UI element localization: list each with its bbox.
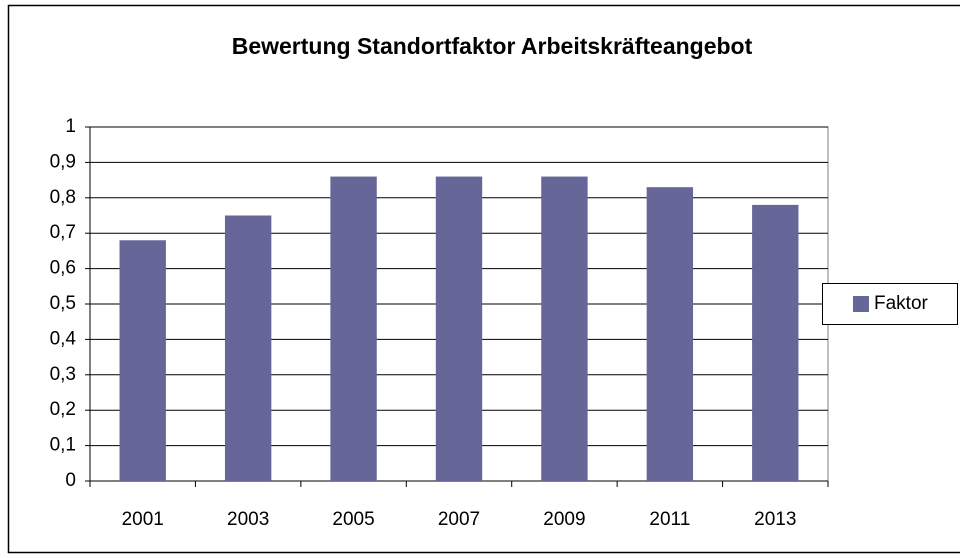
y-tick-label: 0,7	[50, 222, 76, 243]
legend-swatch	[853, 296, 869, 312]
x-tick-label: 2013	[754, 509, 796, 530]
bar	[330, 176, 377, 481]
x-tick-label: 2007	[438, 509, 480, 530]
x-tick-label: 2009	[543, 509, 585, 530]
y-tick-label: 0,9	[50, 151, 76, 172]
y-tick-label: 0,6	[50, 258, 76, 279]
x-tick-label: 2005	[332, 509, 374, 530]
bar	[541, 176, 588, 481]
y-tick-label: 0,2	[50, 399, 76, 420]
y-tick-label: 0,1	[50, 435, 76, 456]
y-tick-label: 1	[65, 116, 76, 137]
legend-label: Faktor	[874, 293, 929, 314]
y-tick-label: 0,5	[50, 293, 76, 314]
x-tick-label: 2011	[649, 509, 690, 530]
y-tick-label: 0,8	[50, 187, 76, 208]
legend-box	[822, 283, 958, 325]
bar	[119, 240, 166, 481]
x-tick-label: 2001	[122, 509, 164, 530]
chart-title: Bewertung Standortfaktor Arbeitskräftean…	[232, 33, 753, 59]
bar	[224, 215, 272, 481]
y-tick-label: 0,3	[50, 364, 76, 385]
y-tick-label: 0	[65, 470, 76, 491]
bar	[646, 187, 694, 481]
y-tick-label: 0,4	[50, 328, 77, 349]
bar	[435, 176, 483, 481]
x-tick-label: 2003	[227, 509, 269, 530]
bar	[752, 204, 799, 481]
